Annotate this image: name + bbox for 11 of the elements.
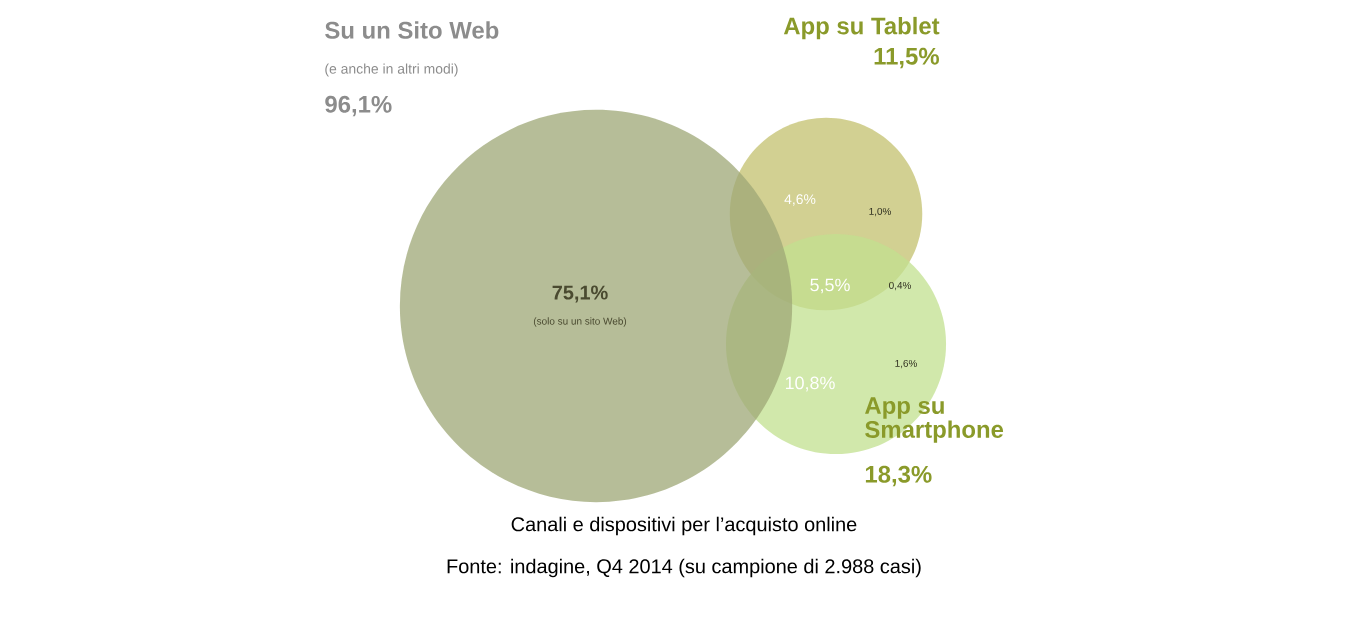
text: Canali e dispositivi per l’acquisto online bbox=[511, 516, 857, 536]
category-label: Su un Sito Web bbox=[325, 21, 499, 39]
data-label: 18,3% bbox=[865, 465, 932, 487]
data-label: 96,1% bbox=[325, 95, 392, 117]
category-label: App su Tablet bbox=[783, 16, 940, 40]
text: 5,5% bbox=[810, 278, 850, 294]
text: 10,8% bbox=[785, 376, 835, 392]
text: 75,1% bbox=[552, 285, 608, 303]
data-label: 11,5% bbox=[874, 47, 939, 69]
category-label: App su Smartphone bbox=[865, 397, 1004, 443]
source-note: Fonte: indagine, Q4 2014 (su campione di 2.988 casi) bbox=[447, 558, 921, 578]
